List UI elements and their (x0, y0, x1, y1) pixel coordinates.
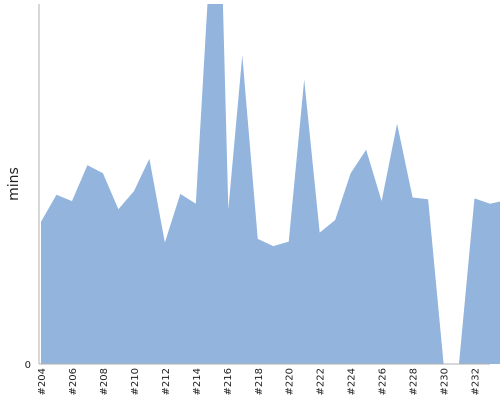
x-tick-label: #228 (409, 368, 420, 395)
x-tick-label: #210 (130, 368, 141, 395)
x-tick-label: #218 (254, 368, 265, 395)
y-ticks: 0 (25, 360, 31, 371)
x-tick-label: #216 (223, 368, 234, 395)
x-tick-label: #212 (161, 368, 172, 395)
y-axis-label: mins (6, 167, 22, 201)
x-tick-label: #214 (192, 368, 203, 395)
series-area (41, 4, 500, 364)
x-tick-label: #232 (471, 368, 482, 395)
plot-area (41, 4, 500, 364)
x-tick-label: #226 (378, 368, 389, 395)
y-tick-label: 0 (25, 360, 31, 371)
x-tick-label: #224 (347, 368, 358, 395)
x-tick-label: #208 (99, 368, 110, 395)
x-tick-label: #222 (316, 368, 327, 395)
x-ticks: #204 #206 #208 #210 #212 #214 #216 #218 #220 #222… (37, 368, 482, 395)
x-tick-label: #230 (440, 368, 451, 395)
x-tick-label: #206 (68, 368, 79, 395)
x-tick-label: #204 (37, 368, 48, 395)
x-tick-label: #220 (285, 368, 296, 395)
axes (38, 4, 490, 365)
